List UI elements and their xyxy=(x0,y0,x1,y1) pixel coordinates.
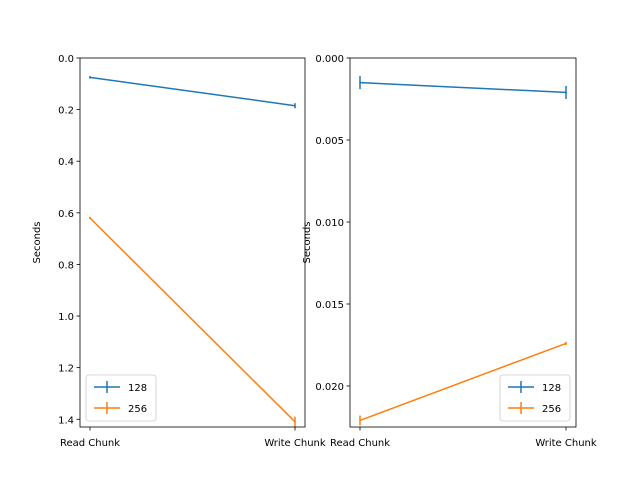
legend-label: 128 xyxy=(128,383,147,394)
legend: 128 256 xyxy=(85,374,157,422)
y-tick-label: 0.015 xyxy=(315,300,344,311)
x-tick-label: Read Chunk xyxy=(60,438,120,449)
data-point-128-0 xyxy=(359,81,361,84)
y-tick-label: 0.4 xyxy=(58,157,74,168)
y-tick-label: 1.0 xyxy=(58,312,74,323)
data-point-256-0 xyxy=(89,217,91,219)
chart-panel-1: 0.0 0.2 0.4 0.6 0.8 1.0 1.2 1.4 Read Chunk Write … xyxy=(32,54,326,449)
data-point-256-1 xyxy=(294,421,296,423)
x-tick-label: Read Chunk xyxy=(330,438,390,449)
chart-panel-2: 0.000 0.005 0.010 0.015 0.020 Read Chunk Write… xyxy=(302,54,597,449)
axes-frame xyxy=(349,57,577,428)
x-tick-label: Write Chunk xyxy=(264,438,326,449)
y-tick-label: 0.0 xyxy=(58,54,74,65)
series-line-128 xyxy=(89,76,296,107)
data-point-256-0 xyxy=(359,419,361,422)
x-tick-label: Write Chunk xyxy=(535,438,597,449)
y-tick-label: 0.010 xyxy=(315,218,344,229)
y-axis-label: Seconds xyxy=(32,221,43,263)
series-line-128 xyxy=(359,81,567,94)
y-tick-label: 0.005 xyxy=(315,136,344,147)
axes-frame xyxy=(79,57,306,428)
legend: 128 256 xyxy=(499,374,571,422)
series-line-256 xyxy=(359,342,567,422)
legend-label: 256 xyxy=(542,404,561,415)
y-axis-label: Seconds xyxy=(302,221,313,263)
y-tick-label: 0.6 xyxy=(58,209,74,220)
series-line-256 xyxy=(89,217,296,423)
y-tick-label: 0.020 xyxy=(315,382,344,393)
y-tick-label: 0.8 xyxy=(58,260,74,271)
legend-label: 256 xyxy=(128,404,147,415)
data-point-128-1 xyxy=(565,91,567,94)
y-tick-label: 0.2 xyxy=(58,106,74,117)
y-tick-label: 1.4 xyxy=(58,415,74,426)
data-point-128-1 xyxy=(294,104,296,107)
data-point-128-0 xyxy=(89,76,91,79)
legend-label: 128 xyxy=(542,383,561,394)
y-tick-label: 1.2 xyxy=(58,364,74,375)
data-point-256-1 xyxy=(565,342,567,345)
y-tick-label: 0.000 xyxy=(315,54,344,65)
